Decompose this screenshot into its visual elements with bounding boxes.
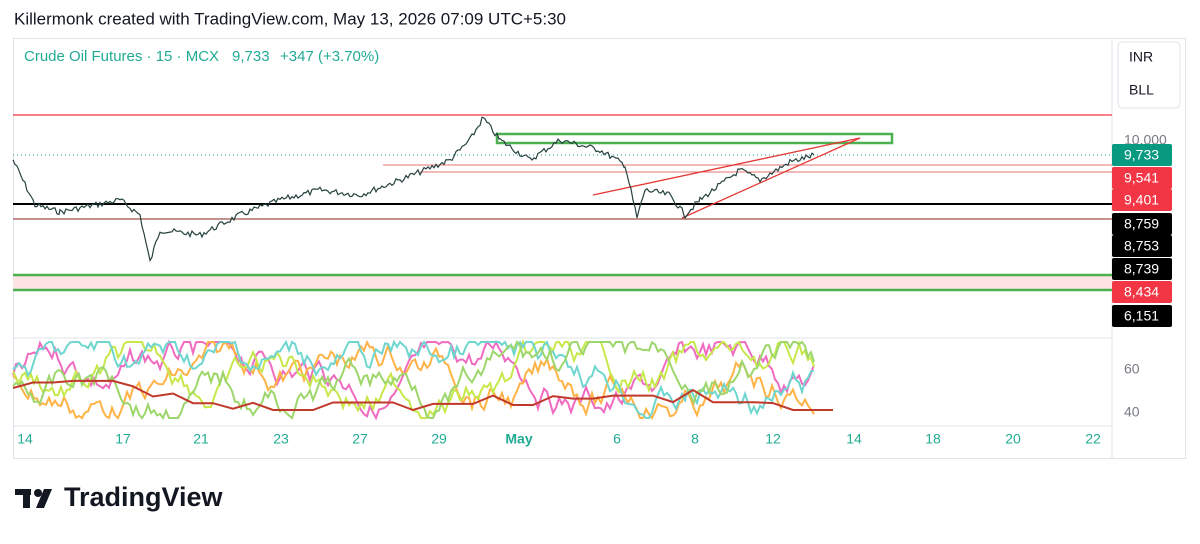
time-tick: 6 (613, 431, 621, 447)
price-label: 8,739 (1124, 261, 1159, 277)
oscillator-tick: 60 (1124, 361, 1140, 377)
legend-symbol: Crude Oil Futures · 15 · MCX (24, 48, 219, 65)
time-tick: 22 (1085, 431, 1101, 447)
price-label: 8,753 (1124, 238, 1159, 254)
time-tick: 18 (925, 431, 941, 447)
price-label-box (1112, 189, 1172, 211)
time-tick: 14 (17, 431, 33, 447)
oscillator-tick: 40 (1124, 404, 1140, 420)
time-tick: 23 (273, 431, 289, 447)
price-label-box (1112, 167, 1172, 189)
currency-button[interactable]: INR (1129, 49, 1153, 65)
time-tick: 27 (352, 431, 368, 447)
price-series (12, 116, 815, 262)
price-label-box (1112, 305, 1172, 327)
price-tick: 10,000 (1124, 132, 1167, 148)
wedge-line (592, 137, 861, 196)
supply-zone (495, 132, 894, 145)
oscillator-line (12, 339, 815, 421)
time-tick: 8 (691, 431, 699, 447)
credit: Killermonk created with TradingView.com,… (14, 9, 566, 28)
price-label: 9,733 (1124, 147, 1159, 163)
time-tick: 20 (1005, 431, 1021, 447)
price-label: 8,759 (1124, 216, 1159, 232)
time-tick: 21 (193, 431, 209, 447)
price-label-box (1112, 281, 1172, 303)
toolbar (1117, 41, 1181, 109)
oscillator-signal (12, 379, 833, 412)
wedge-line (681, 137, 861, 219)
unit-button[interactable]: BLL (1129, 82, 1154, 98)
oscillator (12, 338, 833, 421)
time-tick: 12 (765, 431, 781, 447)
time-tick: 29 (431, 431, 447, 447)
chart-frame (13, 38, 1186, 459)
price-label-box (1112, 144, 1172, 166)
time-tick: 14 (846, 431, 862, 447)
price-label: 6,151 (1124, 308, 1159, 324)
price-label: 9,401 (1124, 192, 1159, 208)
legend-price: 9,733 (232, 48, 270, 65)
price-label-box (1112, 235, 1172, 257)
brand-name: TradingView (64, 482, 224, 512)
price-label: 9,541 (1124, 170, 1159, 186)
time-tick: 17 (115, 431, 131, 447)
brand-logo (15, 489, 52, 508)
oscillator-line (12, 340, 815, 421)
price-label-box (1112, 213, 1172, 235)
price-label-box (1112, 258, 1172, 280)
legend-change: +347 (+3.70%) (280, 48, 379, 65)
time-tick: May (505, 431, 532, 447)
price-label: 8,434 (1124, 284, 1159, 300)
demand-zone (13, 275, 1112, 290)
